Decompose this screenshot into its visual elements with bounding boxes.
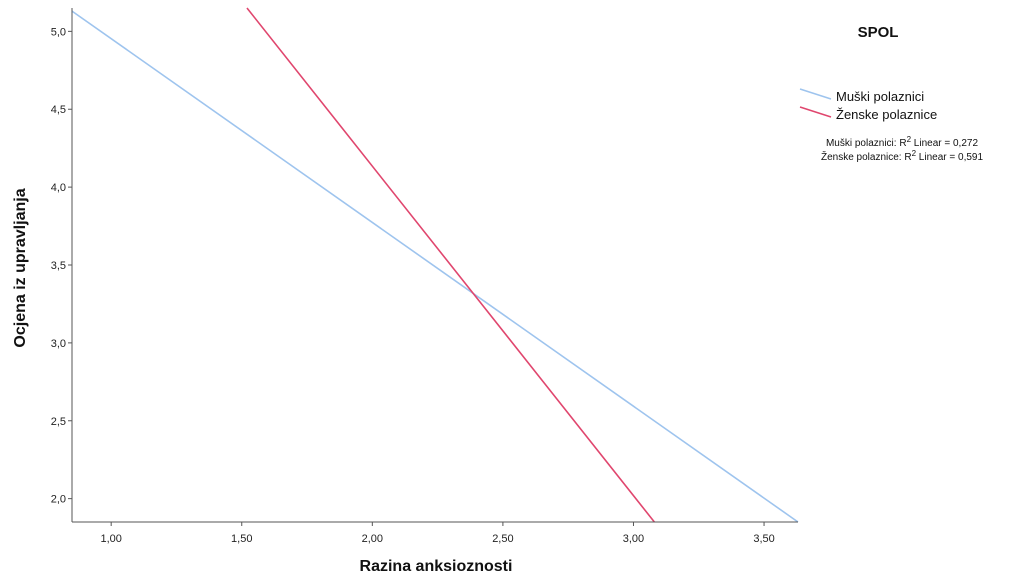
plot-area [71, 7, 799, 523]
legend-title: SPOL [858, 24, 899, 41]
legend-label-zenske: Ženske polaznice [836, 107, 937, 122]
x-axis-ticks: 1,00 1,50 2,00 2,50 3,00 3,50 [100, 522, 775, 545]
fit-line-muski-polaznici [71, 10, 799, 523]
y-tick-label: 3,0 [51, 338, 66, 350]
y-axis-ticks: 2,0 2,5 3,0 3,5 4,0 4,5 5,0 [51, 26, 72, 506]
x-tick-label: 2,00 [362, 533, 383, 545]
x-tick-label: 1,00 [100, 533, 121, 545]
y-tick-label: 2,5 [51, 416, 66, 428]
y-tick-label: 3,5 [51, 260, 66, 272]
x-tick-label: 3,50 [753, 533, 774, 545]
y-tick-label: 5,0 [51, 26, 66, 38]
fit-note-zenske-prefix: Ženske polaznice: R [821, 150, 912, 163]
legend-label-muski: Muški polaznici [836, 89, 924, 104]
x-tick-label: 1,50 [231, 533, 252, 545]
x-axis-title: Razina anksioznosti [360, 558, 513, 575]
fit-note-zenske-suffix: Linear = 0,591 [916, 152, 983, 163]
y-axis-title: Ocjena iz upravljanja [12, 188, 29, 347]
x-tick-label: 2,50 [492, 533, 513, 545]
legend-swatch-muski [799, 88, 832, 100]
y-tick-label: 4,0 [51, 182, 66, 194]
fit-note-zenske: Ženske polaznice: R2 Linear = 0,591 [821, 149, 983, 163]
fit-note-muski-prefix: Muški polaznici: R [826, 138, 907, 149]
fit-note-muski-sup: 2 [907, 135, 912, 144]
fit-note-muski-suffix: Linear = 0,272 [911, 138, 978, 149]
fit-line-zenske-polaznice [246, 7, 655, 523]
y-tick-label: 2,0 [51, 494, 66, 506]
legend: SPOL Muški polaznici Ženske polaznice Mu… [799, 24, 983, 163]
y-tick-label: 4,5 [51, 104, 66, 116]
legend-swatch-zenske [799, 106, 832, 118]
x-tick-label: 3,00 [623, 533, 644, 545]
fit-note-muski: Muški polaznici: R2 Linear = 0,272 [826, 135, 978, 149]
fit-note-zenske-sup: 2 [912, 149, 917, 158]
